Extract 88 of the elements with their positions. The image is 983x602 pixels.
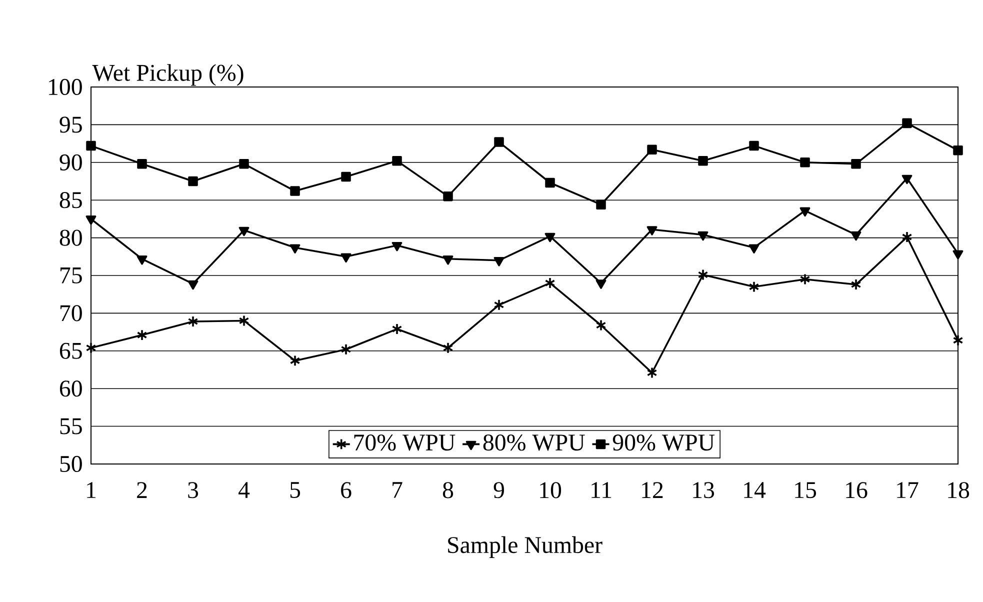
point [748, 244, 760, 254]
point [800, 207, 810, 217]
y-tick-label: 55 [60, 418, 82, 434]
point [239, 159, 249, 169]
point [494, 299, 504, 311]
point [188, 176, 198, 186]
point [749, 140, 759, 151]
point [238, 226, 250, 236]
point [290, 354, 300, 367]
point [800, 158, 810, 168]
point [442, 256, 454, 265]
point [748, 280, 760, 293]
point [340, 344, 352, 356]
point [800, 273, 810, 286]
point [392, 323, 402, 335]
x-tick-label: 7 [392, 482, 402, 498]
point [340, 253, 352, 263]
y-tick-label: 65 [60, 342, 82, 359]
point [544, 277, 556, 289]
point [86, 216, 96, 225]
x-tick-label: 17 [897, 482, 918, 498]
y-tick-label: 85 [60, 192, 82, 208]
point [545, 178, 555, 188]
legend-label: 70% WPU [354, 434, 456, 451]
x-tick-label: 10 [540, 482, 562, 498]
x-tick-label: 6 [341, 482, 352, 498]
point [902, 174, 912, 184]
y-tick-label: 50 [60, 456, 82, 472]
point [136, 256, 148, 265]
x-tick-label: 5 [290, 482, 300, 498]
point [596, 319, 606, 332]
point [596, 200, 606, 210]
x-tick-label: 13 [693, 482, 714, 498]
point [290, 244, 300, 254]
x-tick-label: 2 [137, 482, 147, 498]
x-tick-label: 3 [188, 482, 198, 498]
point [646, 366, 658, 379]
x-axis-title: Sample Number [448, 536, 602, 558]
y-tick-label: 70 [60, 305, 82, 322]
x-tick-label: 15 [795, 482, 816, 498]
x-tick-label: 16 [846, 482, 868, 498]
point [544, 232, 556, 242]
point [850, 231, 862, 241]
point [952, 334, 964, 346]
x-tick-label: 8 [442, 482, 454, 498]
y-tick-label: 90 [60, 154, 82, 170]
point [494, 137, 504, 147]
legend-label: 80% WPU [483, 434, 585, 451]
x-tick-label: 11 [592, 482, 612, 498]
point [953, 145, 963, 156]
x-tick-label: 12 [642, 482, 663, 498]
legend-label: 90% WPU [612, 434, 715, 451]
point [137, 159, 147, 169]
x-tick-label: 1 [87, 482, 96, 498]
point [902, 231, 912, 243]
x-tick-label: 4 [238, 482, 250, 498]
point [647, 144, 657, 154]
point [494, 257, 504, 266]
x-tick-label: 18 [948, 482, 970, 498]
point [698, 156, 708, 166]
point [698, 268, 708, 281]
y-tick-label: 100 [49, 78, 82, 96]
point [596, 280, 606, 289]
y-tick-label: 60 [60, 380, 82, 397]
point [851, 159, 861, 169]
point [188, 280, 198, 290]
point [188, 316, 198, 328]
point [341, 172, 351, 182]
point [698, 231, 708, 241]
y-axis-title: Wet Pickup (%) [92, 64, 244, 86]
y-tick-label: 95 [60, 116, 82, 133]
point [86, 342, 96, 354]
point [136, 329, 148, 341]
point [392, 156, 402, 166]
y-tick-label: 80 [60, 230, 82, 246]
y-tick-label: 75 [60, 268, 82, 284]
point [392, 242, 402, 252]
point [850, 278, 862, 290]
point [442, 342, 454, 354]
x-tick-label: 14 [744, 482, 766, 498]
x-tick-label: 9 [494, 482, 504, 498]
point [238, 314, 250, 327]
point [86, 140, 96, 151]
point [902, 118, 912, 128]
point [952, 250, 964, 260]
point [290, 186, 300, 196]
point [646, 226, 658, 236]
point [443, 191, 453, 202]
